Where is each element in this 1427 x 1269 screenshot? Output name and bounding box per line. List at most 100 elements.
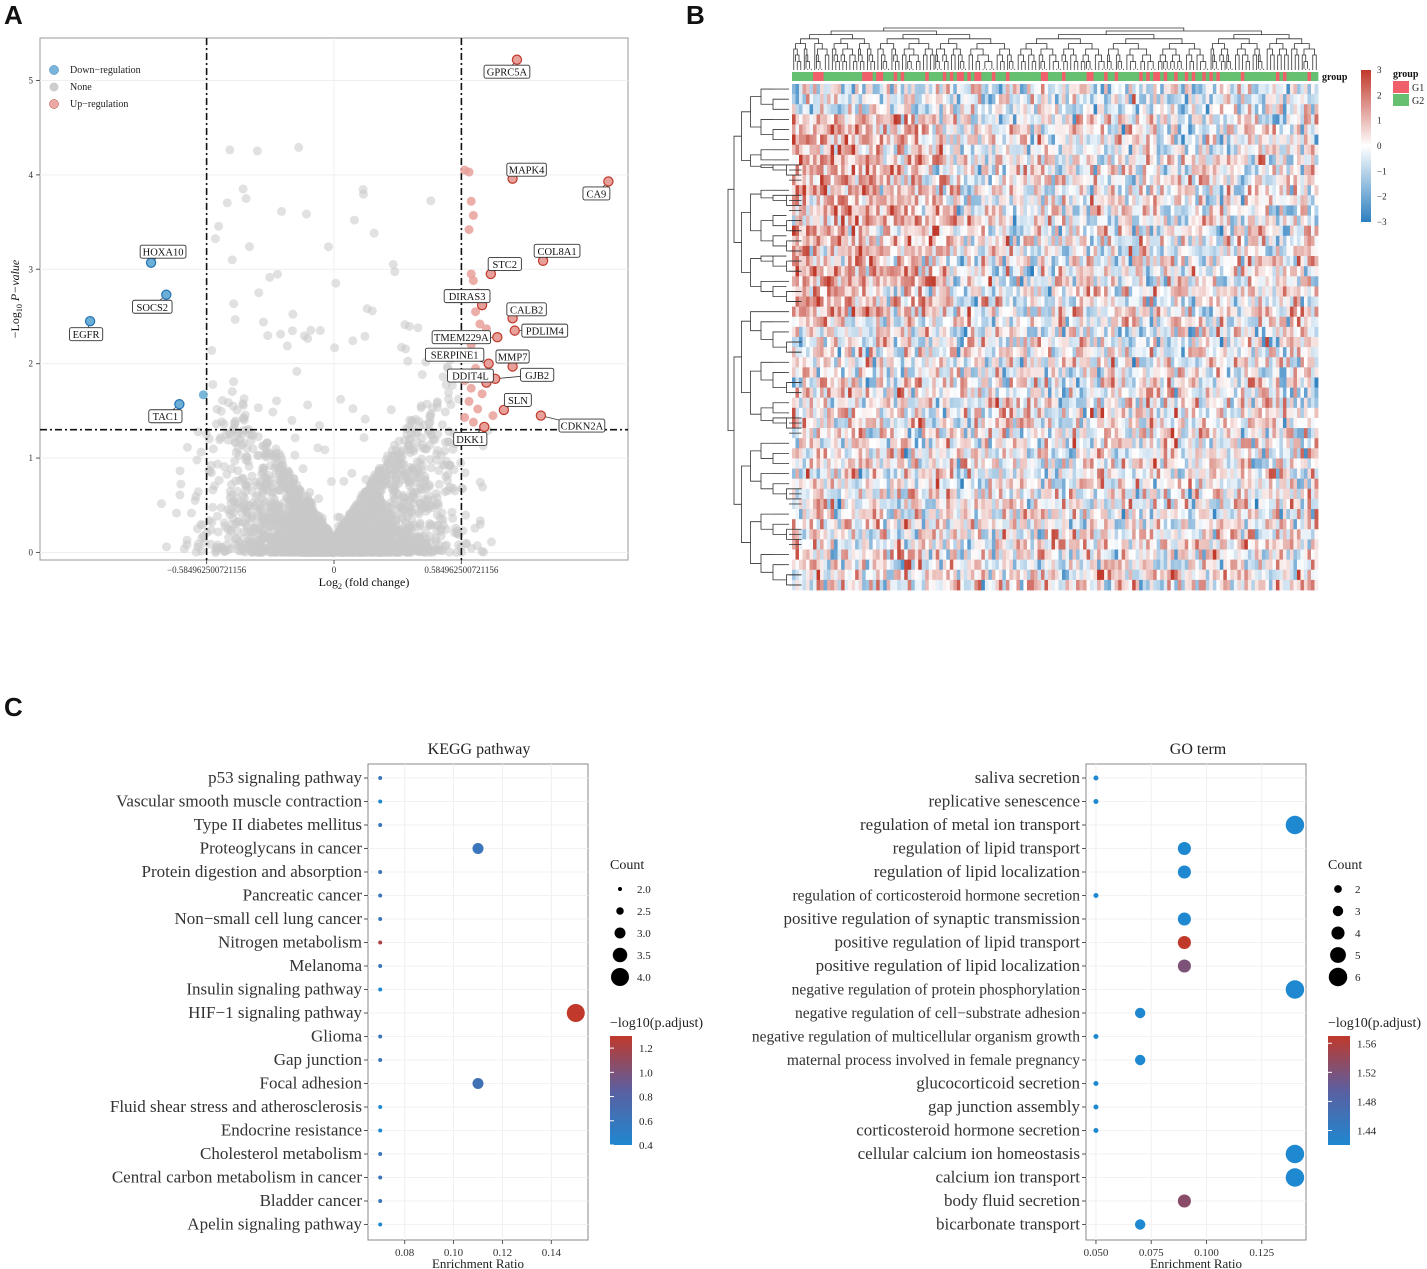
heatmap-cell	[1202, 195, 1207, 206]
volcano-point-none	[365, 531, 375, 541]
heatmap-cell	[1062, 205, 1066, 216]
heatmap-cell	[1125, 154, 1130, 166]
heatmap-cell	[1026, 185, 1031, 196]
heatmap-cell	[802, 114, 807, 125]
volcano-point-none	[218, 396, 228, 406]
volcano-legend-label: Up−regulation	[70, 99, 128, 110]
heatmap-cell	[1300, 164, 1305, 176]
heatmap-cell	[830, 215, 835, 227]
heatmap-cell	[1030, 114, 1035, 125]
heatmap-cell	[953, 175, 958, 186]
heatmap-cell	[1247, 175, 1252, 186]
heatmap-cell	[1223, 94, 1228, 105]
heatmap-cell	[1205, 94, 1210, 105]
heatmap-cell	[1233, 84, 1238, 95]
heatmap-cell	[981, 94, 986, 105]
heatmap-cell	[1240, 205, 1245, 216]
heatmap-cell	[1093, 84, 1098, 95]
heatmap-cell	[1016, 225, 1021, 237]
heatmap-cell	[1083, 104, 1087, 115]
heatmap-cell	[1275, 175, 1280, 186]
heatmap-cell	[844, 134, 849, 146]
heatmap-cell	[984, 94, 989, 105]
volcano-point-none	[426, 196, 436, 206]
heatmap-cell	[1258, 215, 1263, 227]
heatmap-cell	[1261, 134, 1266, 146]
heatmap-cell	[1100, 144, 1105, 156]
heatmap-cell	[907, 94, 912, 105]
heatmap-cell	[953, 124, 958, 135]
heatmap-cell	[953, 185, 958, 196]
heatmap-cell	[1146, 104, 1151, 115]
heatmap-cell	[1160, 175, 1165, 186]
heatmap-cell	[1069, 124, 1073, 135]
heatmap-cell	[1055, 215, 1059, 227]
volcano-point-none	[360, 414, 370, 424]
volcano-gene-label: MAPK4	[509, 166, 545, 177]
heatmap-cell	[1247, 144, 1252, 156]
heatmap-cell	[904, 144, 909, 156]
heatmap-cell	[1132, 185, 1137, 196]
heatmap-cell	[900, 144, 905, 156]
heatmap-cell	[1132, 84, 1137, 95]
heatmap-cell	[886, 185, 891, 196]
heatmap-cell	[991, 164, 996, 176]
heatmap-cell	[883, 144, 888, 156]
heatmap-cell	[1282, 215, 1287, 227]
heatmap-cell	[995, 195, 1000, 206]
heatmap-cell	[1146, 175, 1151, 186]
heatmap-cell	[806, 215, 810, 227]
volcano-point-none	[265, 449, 275, 459]
heatmap-cell	[1181, 114, 1186, 125]
heatmap-cell	[802, 195, 807, 206]
heatmap-cell	[869, 144, 874, 156]
volcano-point-none	[426, 409, 436, 419]
heatmap-cell	[925, 164, 930, 176]
volcano-point-none	[417, 485, 427, 495]
heatmap-cell	[925, 205, 930, 216]
heatmap-cell	[1135, 124, 1140, 135]
volcano-point-up	[468, 276, 478, 286]
heatmap-cell	[799, 104, 803, 115]
heatmap-cell	[1002, 185, 1007, 196]
heatmap-cell	[823, 114, 828, 125]
heatmap-cell	[981, 215, 986, 227]
volcano-point-none	[176, 479, 186, 489]
heatmap-cell	[1198, 175, 1203, 186]
heatmap-cell	[1307, 84, 1312, 95]
heatmap-cell	[1230, 94, 1235, 105]
heatmap-cell	[1111, 84, 1116, 95]
volcano-point-none	[307, 529, 317, 539]
heatmap-cell	[1293, 185, 1298, 196]
heatmap-cell	[998, 114, 1003, 125]
heatmap-cell	[830, 94, 835, 105]
volcano-point-up	[460, 412, 470, 422]
heatmap-cell	[1079, 225, 1084, 237]
heatmap-cell	[900, 114, 905, 125]
heatmap-cell	[1303, 154, 1308, 166]
heatmap-cell	[1300, 175, 1305, 186]
heatmap-cell	[1314, 124, 1319, 135]
heatmap-cell	[893, 94, 898, 105]
heatmap-cell	[928, 175, 933, 186]
heatmap-cell	[963, 215, 968, 227]
heatmap-cell	[1005, 205, 1010, 216]
heatmap-cell	[1240, 114, 1245, 125]
heatmap-cell	[830, 124, 835, 135]
heatmap-cell	[844, 225, 849, 237]
heatmap-cell	[974, 134, 979, 146]
heatmap-cell	[1247, 205, 1252, 216]
heatmap-cell	[988, 134, 993, 146]
heatmap-cell	[1086, 94, 1091, 105]
heatmap-cell	[851, 225, 856, 237]
heatmap-cell	[1009, 84, 1014, 95]
heatmap-cell	[1188, 114, 1193, 125]
heatmap-cell	[1240, 154, 1245, 166]
heatmap-cell	[1051, 124, 1056, 135]
volcano-y-tick-label: 1	[29, 453, 34, 463]
heatmap-cell	[1023, 164, 1028, 176]
heatmap-cell	[855, 205, 860, 216]
heatmap-cell	[1005, 94, 1010, 105]
heatmap-cell	[830, 175, 835, 186]
heatmap-cell	[1040, 164, 1045, 176]
